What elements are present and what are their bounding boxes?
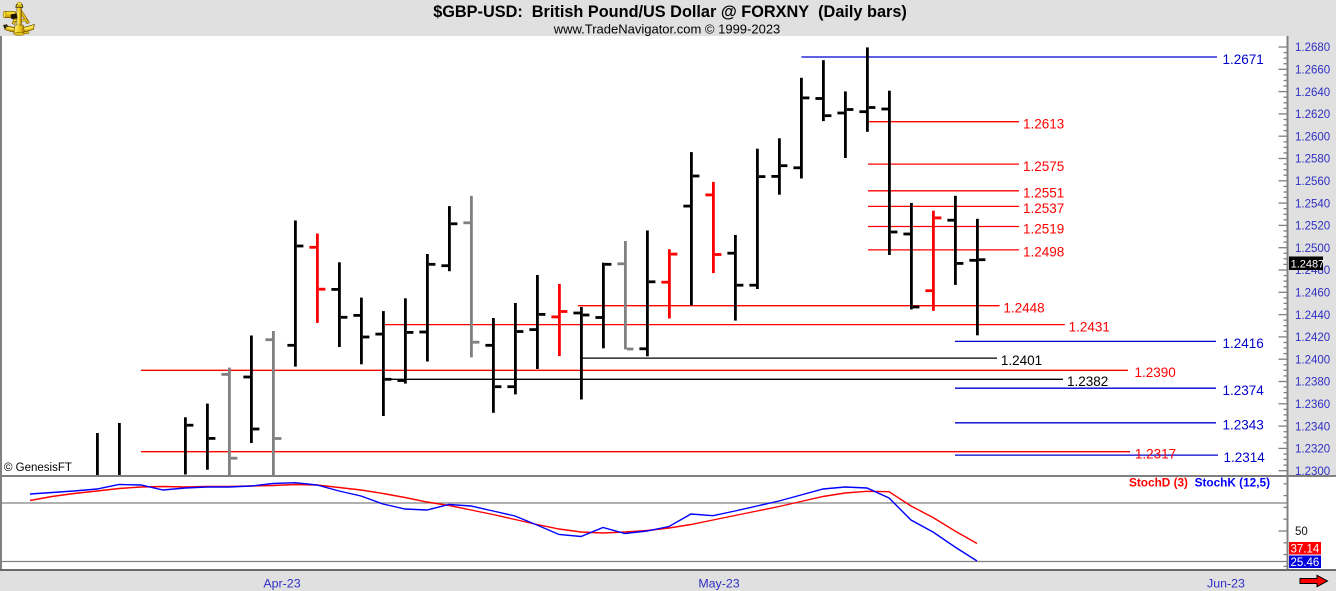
svg-text:1.2420: 1.2420 — [1295, 332, 1330, 344]
svg-text:Jun-23: Jun-23 — [1207, 577, 1245, 591]
svg-text:StochK (12,5): StochK (12,5) — [1195, 476, 1270, 490]
svg-text:1.2613: 1.2613 — [1023, 117, 1064, 132]
svg-text:1.2431: 1.2431 — [1069, 319, 1110, 334]
svg-text:1.2520: 1.2520 — [1295, 221, 1330, 233]
svg-text:25.46: 25.46 — [1291, 557, 1320, 569]
svg-text:Apr-23: Apr-23 — [263, 577, 300, 591]
svg-text:1.2343: 1.2343 — [1223, 418, 1264, 433]
svg-text:1.2320: 1.2320 — [1295, 444, 1330, 456]
svg-text:© GenesisFT: © GenesisFT — [4, 462, 72, 474]
svg-text:1.2390: 1.2390 — [1135, 365, 1176, 380]
svg-text:1.2540: 1.2540 — [1295, 198, 1330, 210]
svg-text:1.2560: 1.2560 — [1295, 176, 1330, 188]
svg-text:1.2660: 1.2660 — [1295, 65, 1330, 77]
svg-text:1.2382: 1.2382 — [1067, 374, 1108, 389]
svg-text:1.2551: 1.2551 — [1023, 186, 1064, 201]
svg-text:1.2620: 1.2620 — [1295, 109, 1330, 121]
svg-text:1.2600: 1.2600 — [1295, 131, 1330, 143]
svg-text:1.2460: 1.2460 — [1295, 288, 1330, 300]
svg-text:1.2575: 1.2575 — [1023, 159, 1064, 174]
svg-text:1.2448: 1.2448 — [1003, 301, 1044, 316]
svg-text:1.2400: 1.2400 — [1295, 354, 1330, 366]
svg-text:$GBP-USD: British Pound/US Do: $GBP-USD: British Pound/US Dollar @ FORX… — [433, 3, 907, 21]
svg-text:1.2640: 1.2640 — [1295, 87, 1330, 99]
svg-text:1.2500: 1.2500 — [1295, 243, 1330, 255]
svg-text:1.2671: 1.2671 — [1223, 52, 1264, 67]
svg-text:1.2300: 1.2300 — [1295, 466, 1330, 478]
svg-text:1.2680: 1.2680 — [1295, 42, 1330, 54]
svg-text:1.2487: 1.2487 — [1291, 258, 1325, 270]
svg-text:www.TradeNavigator.com © 1999-: www.TradeNavigator.com © 1999-2023 — [553, 22, 781, 37]
svg-text:1.2401: 1.2401 — [1001, 353, 1042, 368]
svg-text:1.2537: 1.2537 — [1023, 201, 1064, 216]
svg-text:1.2317: 1.2317 — [1135, 447, 1176, 462]
svg-text:1.2314: 1.2314 — [1224, 450, 1266, 465]
svg-text:1.2416: 1.2416 — [1223, 336, 1264, 351]
svg-text:37.14: 37.14 — [1291, 543, 1320, 555]
svg-text:1.2440: 1.2440 — [1295, 310, 1330, 322]
svg-text:1.2380: 1.2380 — [1295, 377, 1330, 389]
svg-text:1.2580: 1.2580 — [1295, 154, 1330, 166]
svg-text:1.2360: 1.2360 — [1295, 399, 1330, 411]
svg-text:StochD (3): StochD (3) — [1129, 476, 1188, 490]
svg-text:May-23: May-23 — [698, 577, 739, 591]
svg-text:1.2340: 1.2340 — [1295, 421, 1330, 433]
svg-text:1.2519: 1.2519 — [1023, 221, 1064, 236]
svg-text:50: 50 — [1295, 526, 1308, 538]
svg-text:1.2374: 1.2374 — [1223, 383, 1265, 398]
svg-text:1.2498: 1.2498 — [1023, 245, 1064, 260]
